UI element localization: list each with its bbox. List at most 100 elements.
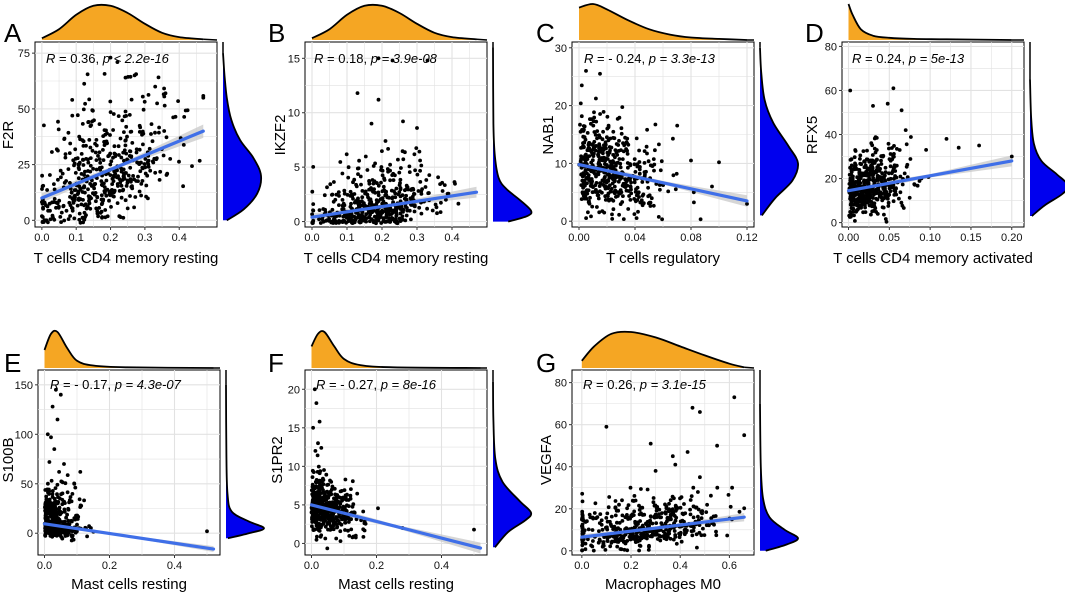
scatter-point <box>898 174 903 179</box>
y-tick-label: 0 <box>27 528 33 540</box>
scatter-point <box>73 188 78 192</box>
scatter-point <box>60 171 65 176</box>
x-tick-label: 0.20 <box>1001 232 1022 244</box>
scatter-point <box>126 75 130 79</box>
scatter-point <box>65 512 69 517</box>
scatter-point <box>654 532 659 537</box>
scatter-point <box>876 188 881 192</box>
scatter-point <box>84 157 88 161</box>
panel-d: D 0.00 0.05 0.10 0.15 0.20 0 20 40 60 80 R = 0.2… <box>804 3 1065 267</box>
scatter-point <box>58 531 62 536</box>
y-tick-label: 100 <box>15 429 33 441</box>
scatter-point <box>334 515 338 519</box>
scatter-point <box>95 195 100 199</box>
scatter-point <box>124 124 129 129</box>
scatter-point <box>310 212 314 217</box>
panel-c-y-ticks: 0 10 20 30 <box>555 43 572 228</box>
panel-e-y-ticks: 0 50 100 150 <box>15 380 38 540</box>
scatter-point <box>362 519 367 524</box>
scatter-point <box>82 203 87 208</box>
scatter-point <box>315 522 319 527</box>
scatter-point <box>586 537 590 542</box>
scatter-point <box>878 194 882 199</box>
scatter-point <box>342 191 347 196</box>
scatter-point <box>869 212 873 217</box>
scatter-point <box>742 506 747 511</box>
scatter-point <box>46 220 50 225</box>
scatter-point <box>626 176 631 181</box>
scatter-point <box>584 69 588 73</box>
scatter-point <box>425 58 430 63</box>
scatter-point <box>581 145 586 150</box>
scatter-point <box>415 126 419 130</box>
scatter-point <box>68 495 73 499</box>
scatter-point <box>415 172 420 177</box>
scatter-point <box>320 491 324 495</box>
scatter-point <box>413 168 417 173</box>
scatter-point <box>77 134 82 139</box>
scatter-point <box>615 117 620 121</box>
scatter-point <box>597 142 602 147</box>
scatter-point <box>579 197 584 202</box>
scatter-point <box>62 507 67 512</box>
panel-a-y-label: F2R <box>0 121 17 150</box>
scatter-point <box>51 215 55 220</box>
x-tick-label: 0.3 <box>409 232 424 244</box>
scatter-point <box>623 135 627 140</box>
x-tick-label: 0.1 <box>339 232 354 244</box>
y-tick-label: 10 <box>288 461 300 473</box>
panel-c-annotation: R = - 0.24, p = 3.3e-13 <box>584 51 716 66</box>
panel-b-annotation: R = 0.18, p = 3.9e-08 <box>314 51 438 66</box>
scatter-point <box>137 189 142 194</box>
scatter-point <box>55 530 59 535</box>
scatter-point <box>870 153 875 157</box>
scatter-point <box>156 75 161 80</box>
scatter-point <box>656 215 661 219</box>
scatter-point <box>337 219 341 223</box>
scatter-point <box>604 516 609 520</box>
scatter-point <box>112 190 116 195</box>
scatter-point <box>637 167 642 172</box>
scatter-point <box>856 181 861 186</box>
scatter-point <box>648 200 653 205</box>
scatter-point <box>85 72 90 77</box>
scatter-point <box>621 149 626 154</box>
scatter-point <box>337 495 341 499</box>
scatter-point <box>858 157 862 161</box>
scatter-point <box>853 201 858 205</box>
scatter-point <box>101 148 105 152</box>
panel-a-scatter-points <box>40 55 206 225</box>
scatter-point <box>52 187 57 192</box>
scatter-point <box>634 187 638 192</box>
scatter-point <box>394 186 399 191</box>
scatter-point <box>49 478 54 483</box>
y-density-curve <box>225 384 265 540</box>
scatter-point <box>311 208 315 213</box>
scatter-point <box>100 215 104 220</box>
scatter-point <box>62 462 66 466</box>
panel-f-annotation: R = - 0.27, p = 8e-16 <box>316 377 437 392</box>
scatter-point <box>696 514 700 519</box>
scatter-point <box>89 123 93 127</box>
scatter-point <box>87 97 92 102</box>
scatter-point <box>75 203 80 208</box>
scatter-point <box>580 543 585 548</box>
panel-c-scatter-points <box>577 69 749 222</box>
scatter-point <box>664 527 668 532</box>
scatter-point <box>583 155 588 160</box>
scatter-point <box>77 217 82 222</box>
scatter-point <box>628 163 633 168</box>
scatter-point <box>146 162 151 167</box>
y-density-fill <box>493 47 532 222</box>
panel-c-label: C <box>536 18 555 48</box>
scatter-point <box>672 521 676 525</box>
scatter-point <box>380 168 385 173</box>
scatter-point <box>897 196 901 201</box>
scatter-point <box>73 485 78 490</box>
scatter-point <box>72 481 77 486</box>
scatter-point <box>385 195 390 200</box>
scatter-point <box>904 142 909 147</box>
scatter-point <box>589 117 594 121</box>
scatter-point <box>628 184 633 189</box>
scatter-point <box>632 212 637 217</box>
